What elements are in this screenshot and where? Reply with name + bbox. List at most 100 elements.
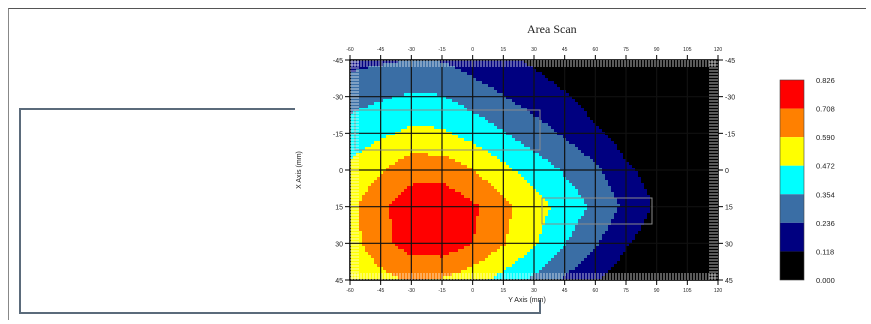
- heatmap-cell: [458, 153, 462, 157]
- heatmap-cell: [500, 171, 504, 175]
- heatmap-cell: [452, 84, 456, 88]
- heatmap-cell: [542, 84, 546, 88]
- heatmap-cell: [653, 144, 657, 148]
- heatmap-cell: [467, 144, 471, 148]
- heatmap-cell: [545, 96, 549, 100]
- heatmap-cell: [548, 90, 552, 94]
- heatmap-cell: [500, 129, 504, 133]
- heatmap-cell: [455, 84, 459, 88]
- heatmap-cell: [677, 153, 681, 157]
- heatmap-cell: [488, 66, 492, 70]
- heatmap-cell: [632, 93, 636, 97]
- heatmap-cell: [446, 105, 450, 109]
- heatmap-cell: [695, 153, 699, 157]
- heatmap-cell: [359, 147, 363, 151]
- heatmap-cell: [680, 126, 684, 130]
- heatmap-cell: [644, 114, 648, 118]
- heatmap-cell: [566, 165, 570, 169]
- heatmap-cell: [548, 147, 552, 151]
- heatmap-cell: [521, 81, 525, 85]
- heatmap-cell: [398, 87, 402, 91]
- heatmap-cell: [545, 69, 549, 73]
- heatmap-cell: [365, 138, 369, 142]
- heatmap-cell: [521, 75, 525, 79]
- heatmap-cell: [581, 99, 585, 103]
- heatmap-cell: [443, 96, 447, 100]
- heatmap-cell: [455, 69, 459, 73]
- heatmap-cell: [434, 159, 438, 163]
- heatmap-cell: [425, 102, 429, 106]
- heatmap-cell: [587, 135, 591, 139]
- heatmap-cell: [506, 135, 510, 139]
- heatmap-cell: [644, 102, 648, 106]
- heatmap-cell: [491, 72, 495, 76]
- heatmap-cell: [419, 123, 423, 127]
- heatmap-cell: [593, 141, 597, 145]
- heatmap-cell: [575, 138, 579, 142]
- heatmap-cell: [614, 117, 618, 121]
- heatmap-cell: [485, 84, 489, 88]
- heatmap-cell: [467, 180, 471, 184]
- heatmap-cell: [404, 105, 408, 109]
- heatmap-cell: [695, 69, 699, 73]
- heatmap-cell: [641, 171, 645, 175]
- heatmap-cell: [608, 96, 612, 100]
- heatmap-cell: [611, 102, 615, 106]
- heatmap-cell: [398, 75, 402, 79]
- heatmap-cell: [407, 153, 411, 157]
- heatmap-cell: [374, 129, 378, 133]
- heatmap-cell: [527, 111, 531, 115]
- heatmap-cell: [578, 171, 582, 175]
- heatmap-cell: [593, 129, 597, 133]
- heatmap-cell: [446, 162, 450, 166]
- heatmap-cell: [467, 96, 471, 100]
- heatmap-cell: [431, 147, 435, 151]
- heatmap-cell: [398, 105, 402, 109]
- heatmap-cell: [647, 147, 651, 151]
- heatmap-cell: [407, 129, 411, 133]
- heatmap-cell: [500, 111, 504, 115]
- heatmap-cell: [596, 69, 600, 73]
- heatmap-cell: [530, 78, 534, 82]
- heatmap-cell: [365, 81, 369, 85]
- heatmap-cell: [515, 138, 519, 142]
- heatmap-cell: [608, 105, 612, 109]
- heatmap-cell: [683, 171, 687, 175]
- heatmap-cell: [695, 150, 699, 154]
- heatmap-cell: [650, 126, 654, 130]
- heatmap-cell: [521, 90, 525, 94]
- heatmap-cell: [365, 123, 369, 127]
- heatmap-cell: [407, 69, 411, 73]
- heatmap-cell: [503, 153, 507, 157]
- heatmap-cell: [644, 177, 648, 181]
- heatmap-cell: [470, 159, 474, 163]
- heatmap-cell: [512, 66, 516, 70]
- heatmap-cell: [404, 153, 408, 157]
- heatmap-cell: [536, 123, 540, 127]
- heatmap-cell: [611, 105, 615, 109]
- heatmap-cell: [590, 156, 594, 160]
- heatmap-cell: [539, 114, 543, 118]
- heatmap-cell: [527, 150, 531, 154]
- heatmap-cell: [542, 99, 546, 103]
- heatmap-cell: [491, 123, 495, 127]
- heatmap-cell: [458, 99, 462, 103]
- heatmap-cell: [704, 72, 708, 76]
- heatmap-cell: [515, 114, 519, 118]
- heatmap-cell: [569, 144, 573, 148]
- heatmap-cell: [584, 174, 588, 178]
- heatmap-cell: [674, 72, 678, 76]
- heatmap-cell: [569, 81, 573, 85]
- heatmap-cell: [419, 150, 423, 154]
- heatmap-cell: [494, 96, 498, 100]
- heatmap-cell: [404, 111, 408, 115]
- heatmap-cell: [488, 177, 492, 181]
- heatmap-cell: [500, 99, 504, 103]
- heatmap-cell: [611, 108, 615, 112]
- heatmap-cell: [551, 162, 555, 166]
- heatmap-cell: [626, 78, 630, 82]
- heatmap-cell: [530, 123, 534, 127]
- heatmap-cell: [359, 141, 363, 145]
- heatmap-cell: [593, 72, 597, 76]
- heatmap-cell: [389, 165, 393, 169]
